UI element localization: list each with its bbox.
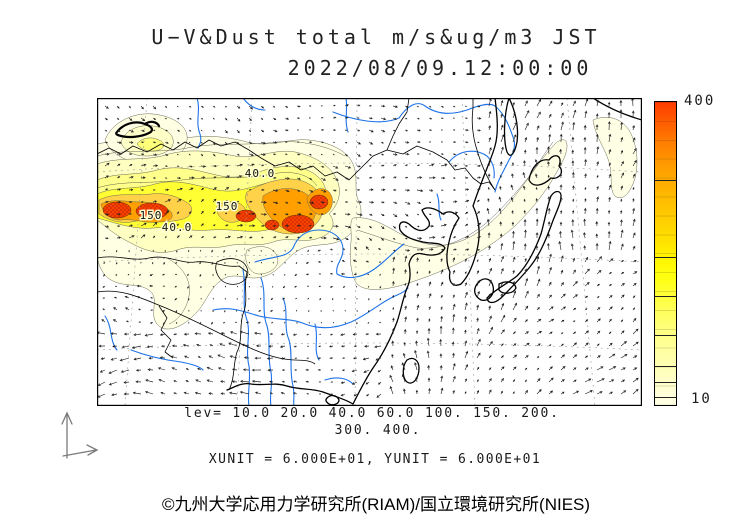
japan-kyushu — [474, 278, 495, 301]
wind-arrows-path — [97, 98, 639, 398]
dust-contour-fills — [97, 113, 638, 330]
lake-balkhash — [115, 120, 161, 139]
border-central-asia — [97, 139, 496, 191]
page-title: U−V&Dust total m/s&ug/m3 JST — [151, 25, 601, 49]
japan-shikoku — [498, 281, 517, 294]
timestamp-title: 2022/08/09.12:00:00 — [287, 56, 593, 80]
dust-red-cores — [102, 194, 329, 234]
coast-mainland — [352, 98, 498, 405]
coastlines — [115, 98, 642, 406]
contour-label: 40.0 — [162, 221, 193, 234]
dust-ne-band — [350, 139, 568, 290]
colorbar-tick-60 — [655, 366, 676, 368]
river-yellow — [254, 229, 405, 279]
coast-south-china — [226, 382, 354, 405]
contour-label: 150 — [140, 209, 163, 222]
colorbar-max-label: 400 — [684, 93, 716, 109]
colorbar-tick-150 — [655, 296, 676, 298]
border-tibet-1 — [97, 256, 248, 273]
y-axis-arrow — [61, 411, 73, 459]
colorbar-tick-40 — [655, 381, 676, 383]
dust-right-crescent — [592, 117, 638, 198]
axis-direction-arrows — [61, 411, 99, 459]
colorbar-tick-20 — [655, 397, 676, 399]
contour-label: 150 — [216, 200, 239, 213]
contour-levels-text: lev= 10.0 20.0 40.0 60.0 100. 150. 200. — [184, 406, 560, 421]
border-himalaya — [97, 290, 316, 365]
rivers — [104, 98, 515, 406]
contour-label: 40.0 — [245, 167, 276, 180]
island-hainan — [325, 394, 340, 406]
colorbar — [654, 101, 677, 406]
wind-vector-field — [97, 98, 639, 398]
colorbar-tick-100 — [655, 335, 676, 337]
colorbar-tick-300 — [655, 179, 676, 181]
island-taiwan — [402, 357, 420, 384]
map-canvas: 40.0 150 150 40.0 — [97, 98, 642, 406]
copyright-text: ©九州大学応用力学研究所(RIAM)/国立環境研究所(NIES) — [161, 495, 591, 514]
graticule — [97, 98, 642, 406]
river-songhua — [448, 150, 495, 179]
contour-levels-text-2: 300. 400. — [334, 423, 422, 438]
map-border — [97, 98, 642, 406]
japan-honshu — [486, 190, 562, 304]
units-text: XUNIT = 6.000E+01, YUNIT = 6.000E+01 — [208, 452, 542, 467]
japan-hokkaido — [528, 155, 563, 186]
x-axis-arrow — [62, 444, 99, 457]
colorbar-min-label: 10 — [691, 391, 712, 407]
coast-kuril — [592, 98, 642, 121]
river-amur — [332, 103, 515, 193]
colorbar-tick-200 — [655, 257, 676, 259]
river-yangtze — [212, 287, 409, 329]
island-sakhalin — [503, 98, 519, 156]
